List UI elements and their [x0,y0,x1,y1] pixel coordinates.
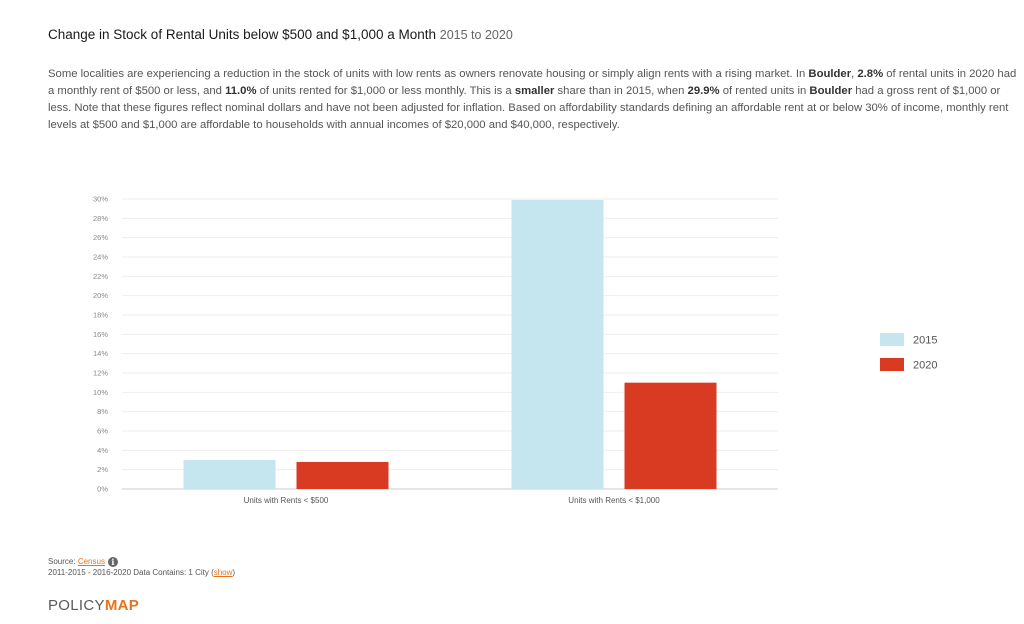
y-tick-label: 12% [93,369,108,378]
data-note-suffix: ) [232,568,236,577]
description-paragraph: Some localities are experiencing a reduc… [48,66,1018,134]
y-tick-label: 16% [93,330,108,339]
legend-label-2015[interactable]: 2015 [913,335,937,347]
legend-swatch-2015[interactable] [880,333,904,346]
source-line: Source: Census i [48,556,235,567]
y-tick-label: 18% [93,311,108,320]
desc-text-6: of rented units in [719,85,810,97]
x-category-label: Units with Rents < $1,000 [568,496,660,505]
desc-bold-location-1: Boulder [808,68,852,80]
bars [183,199,717,489]
bar-2020-1[interactable] [624,382,717,489]
show-link[interactable]: show [213,568,233,577]
legend-label-2020[interactable]: 2020 [913,360,937,372]
y-tick-label: 28% [93,214,108,223]
desc-bold-pct-2015: 29.9% [687,85,720,97]
desc-bold-pct-1000: 11.0% [225,85,257,97]
y-tick-label: 4% [97,446,108,455]
source-label: Source: [48,557,76,566]
y-axis-ticks: 0% 2% 4% 6% 8% 10% 12% 14% 16% 18% 20% 22% 24% 26% 28%… [93,195,108,494]
desc-text-1: Some localities are experiencing a reduc… [48,68,809,80]
desc-text-4: of units rented for $1,000 or less month… [256,85,515,97]
info-icon[interactable]: i [107,557,118,567]
policymap-logo[interactable]: POLICYMAP [48,597,139,614]
x-axis-categories: Units with Rents < $500 Units with Rents … [244,496,661,505]
y-tick-label: 10% [93,388,108,397]
desc-bold-location-2: Boulder [809,85,853,97]
desc-text-7: had a gross rent of $1,000 or less. Note… [48,85,1009,131]
logo-part-map: MAP [104,597,140,614]
desc-text-5: share than in 2015, when [554,85,688,97]
desc-bold-comparison: smaller [514,85,555,97]
y-tick-label: 26% [93,233,108,242]
x-category-label: Units with Rents < $500 [244,496,329,505]
y-tick-label: 14% [93,349,108,358]
y-tick-label: 0% [97,485,108,494]
legend-swatch-2020[interactable] [880,358,904,371]
source-note: Source: Census i 2011-2015 - 2016-2020 Da… [48,556,235,578]
logo-part-policy: POLICY [48,597,105,614]
source-link-census[interactable]: Census [77,557,105,566]
desc-bold-pct-500: 2.8% [857,68,884,80]
data-note-line: 2011-2015 - 2016-2020 Data Contains: 1 C… [48,567,235,578]
y-tick-label: 22% [93,272,108,281]
y-tick-label: 8% [97,407,108,416]
chart-title: Change in Stock of Rental Units below $5… [48,27,513,42]
title-text: Change in Stock of Rental Units below $5… [48,27,437,42]
y-tick-label: 30% [93,195,108,204]
bar-2015-0[interactable] [183,460,276,489]
title-years: 2015 to 2020 [439,28,513,42]
desc-text-3: of rental units in 2020 had a monthly re… [48,68,1017,97]
y-tick-label: 6% [97,427,108,436]
y-tick-label: 2% [97,465,108,474]
bar-2020-0[interactable] [296,461,389,489]
y-tick-label: 20% [93,291,108,300]
bar-2015-1[interactable] [511,199,604,489]
legend: 2015 2020 [880,333,937,372]
y-tick-label: 24% [93,253,108,262]
data-note-prefix: 2011-2015 - 2016-2020 Data Contains: 1 C… [48,568,214,577]
desc-text-2: , [851,68,858,80]
